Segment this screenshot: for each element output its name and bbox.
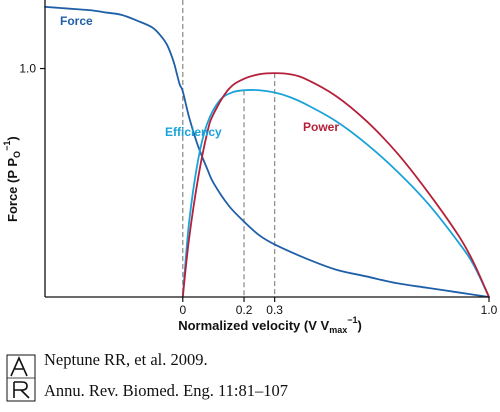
y-tick-label: 1.0 xyxy=(19,62,36,76)
citation-authors: Neptune RR, et al. 2009. xyxy=(44,350,208,369)
citation-journal: Annu. Rev. Biomed. Eng. 11:81–107 xyxy=(44,381,288,400)
reference-lines xyxy=(182,0,276,297)
x-tick-label: 1.0 xyxy=(481,303,498,317)
series-label-efficiency: Efficiency xyxy=(165,125,222,139)
series-line-efficiency xyxy=(181,89,490,298)
ticks: 0 0.2 0.3 1.0 1.0 xyxy=(19,62,497,317)
y-axis-title: Force (P PO−1) xyxy=(2,136,22,222)
axes xyxy=(44,0,489,298)
curves xyxy=(44,5,490,298)
chart: 0 0.2 0.3 1.0 1.0 Force Efficiency Power Nor… xyxy=(2,0,498,335)
x-axis-title: Normalized velocity (V Vmax−1) xyxy=(178,315,362,335)
series-line-power xyxy=(181,72,490,298)
series-label-force: Force xyxy=(60,14,93,28)
x-tick-label: 0.2 xyxy=(236,303,253,317)
series-line-force xyxy=(44,5,490,298)
x-tick-label: 0.3 xyxy=(266,303,283,317)
series-label-power: Power xyxy=(303,120,339,134)
annual-reviews-logo xyxy=(6,354,36,402)
x-tick-label: 0 xyxy=(179,303,186,317)
